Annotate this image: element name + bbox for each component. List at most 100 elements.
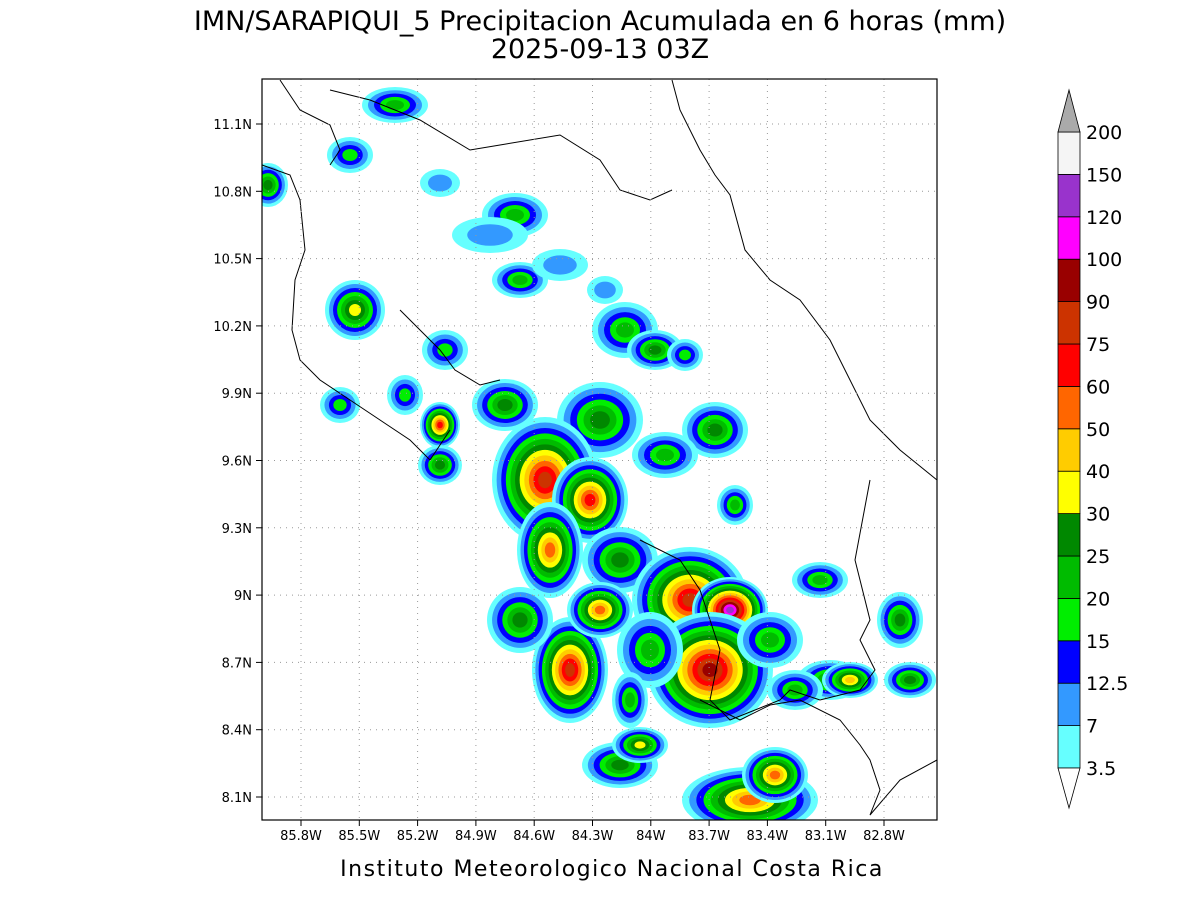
colorbar-label: 75 xyxy=(1086,334,1110,356)
lat-tick-label: 11.1N xyxy=(213,118,252,133)
coastlines xyxy=(262,79,937,816)
rain-cell xyxy=(590,411,610,429)
rain-cell xyxy=(333,399,347,411)
title: IMN/SARAPIQUI_5 Precipitacion Acumulada … xyxy=(194,6,1006,37)
map-frame xyxy=(261,78,938,821)
colorbar-label: 100 xyxy=(1086,249,1122,271)
rain-cell xyxy=(702,663,718,677)
colorbar-box xyxy=(1057,725,1081,769)
rain-cell xyxy=(625,692,635,708)
lon-tick-label: 84W xyxy=(636,829,666,844)
rain-cell xyxy=(904,675,916,685)
rain-cell xyxy=(584,493,596,507)
rain-cell xyxy=(769,770,781,780)
lon-tick-label: 85.5W xyxy=(338,829,380,844)
rain-cell xyxy=(437,343,453,357)
lat-tick-label: 9.3N xyxy=(222,522,252,537)
colorbar-box xyxy=(1057,131,1081,175)
rain-cell xyxy=(707,423,723,437)
rain-cell xyxy=(656,448,674,462)
rain-cell xyxy=(730,499,740,511)
border xyxy=(639,479,876,721)
rain-cell xyxy=(512,612,528,628)
rain-cell xyxy=(565,663,575,677)
colorbar-label: 150 xyxy=(1086,164,1122,186)
rain-cell xyxy=(342,149,358,161)
graticule: 85.8W 85.5W 85.2W 84.9W 84.6W 84.3W 84W 83.7W 83… xyxy=(213,79,937,844)
coastline xyxy=(671,79,937,481)
colorbar-under xyxy=(1057,767,1081,810)
colorbar-label: 90 xyxy=(1086,292,1110,314)
border xyxy=(329,89,673,201)
rain-cell xyxy=(812,575,828,585)
rain-cell xyxy=(634,741,646,749)
lon-tick-label: 85.8W xyxy=(280,829,322,844)
lat-tick-label: 10.8N xyxy=(213,185,252,200)
lat-tick-label: 8.4N xyxy=(222,724,252,739)
rain-cell xyxy=(263,179,273,191)
colorbar-box xyxy=(1057,470,1081,515)
lon-tick-label: 83.7W xyxy=(688,829,730,844)
rain-cell xyxy=(543,255,577,275)
colorbar-label: 30 xyxy=(1086,504,1110,526)
lat-tick-label: 10.5N xyxy=(213,253,252,268)
colorbar: 3.5 7 12.5 15 20 25 30 40 50 60 75 90 100 120 150 200 xyxy=(1057,88,1128,810)
colorbar-label: 12.5 xyxy=(1086,673,1128,695)
coastline xyxy=(399,309,501,386)
rain-cell xyxy=(894,613,906,627)
lat-tick-label: 9N xyxy=(234,589,252,604)
subtitle: 2025-09-13 03Z xyxy=(491,34,709,65)
coastline xyxy=(699,699,937,816)
rain-cell xyxy=(544,542,556,558)
colorbar-label: 25 xyxy=(1086,546,1110,568)
rain-cell xyxy=(611,759,629,771)
rain-cell xyxy=(648,345,662,355)
colorbar-box xyxy=(1057,428,1081,472)
colorbar-box xyxy=(1057,216,1081,260)
rain-cell xyxy=(761,632,779,648)
rain-cell xyxy=(497,399,513,411)
rain-cell xyxy=(399,388,411,402)
rain-cell xyxy=(641,639,659,661)
colorbar-label: 20 xyxy=(1086,588,1110,610)
rain-cell xyxy=(428,174,452,192)
rain-cell xyxy=(386,100,404,110)
rain-cell xyxy=(349,304,361,316)
border xyxy=(279,79,341,166)
rain-cell xyxy=(434,460,446,470)
lat-tick-label: 9.9N xyxy=(222,387,252,402)
colorbar-box xyxy=(1057,640,1081,684)
colorbar-box xyxy=(1057,513,1081,557)
colorbar-label: 3.5 xyxy=(1086,758,1116,780)
lon-tick-label: 82.8W xyxy=(863,829,905,844)
colorbar-label: 15 xyxy=(1086,631,1110,653)
rain-cell xyxy=(538,471,552,489)
colorbar-box xyxy=(1057,258,1081,303)
rain-cell xyxy=(467,224,513,246)
colorbar-box xyxy=(1057,173,1081,218)
rain-cell xyxy=(594,281,616,299)
rain-cell xyxy=(679,349,691,361)
rain-cell xyxy=(726,606,734,614)
rain-cell xyxy=(437,421,443,429)
lat-tick-label: 8.1N xyxy=(222,791,252,806)
lon-tick-label: 84.3W xyxy=(572,829,614,844)
rain-cell xyxy=(611,552,629,568)
colorbar-label: 40 xyxy=(1086,461,1110,483)
credit: Instituto Meteorologico Nacional Costa R… xyxy=(340,857,884,882)
colorbar-box xyxy=(1057,598,1081,642)
colorbar-label: 120 xyxy=(1086,207,1122,229)
rain-cell xyxy=(845,676,855,684)
colorbar-box xyxy=(1057,301,1081,345)
rain-cell xyxy=(616,322,634,338)
lat-tick-label: 9.6N xyxy=(222,455,252,470)
colorbar-box xyxy=(1057,385,1081,430)
lon-tick-label: 83.4W xyxy=(746,829,788,844)
colorbar-label: 200 xyxy=(1086,122,1122,144)
colorbar-label: 50 xyxy=(1086,419,1110,441)
lon-tick-label: 84.6W xyxy=(513,829,555,844)
colorbar-box xyxy=(1057,343,1081,387)
rain-cell xyxy=(594,605,606,615)
coastline xyxy=(262,164,451,461)
colorbar-box xyxy=(1057,555,1081,599)
